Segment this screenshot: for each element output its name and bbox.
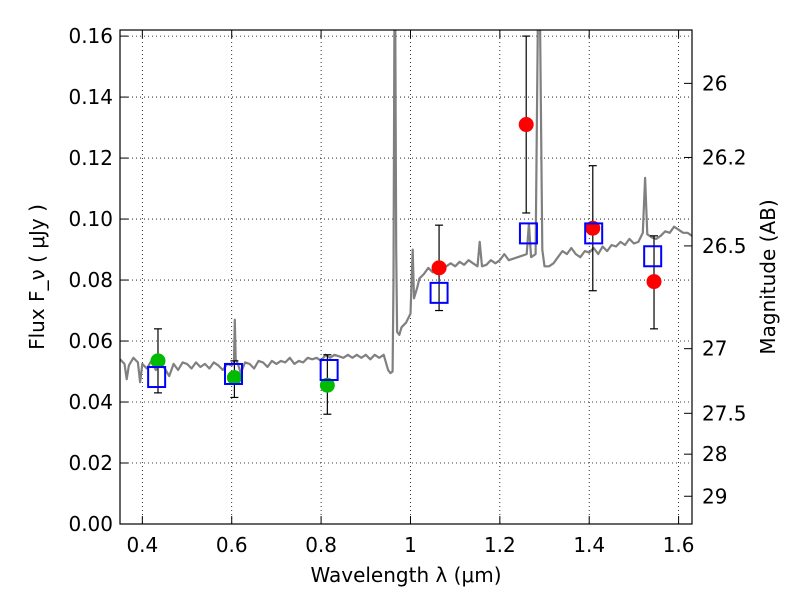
x-tick-label: 1.6 xyxy=(663,533,695,557)
data-point xyxy=(431,260,447,276)
mag-tick-label: 26.5 xyxy=(702,234,747,258)
data-point xyxy=(319,377,335,393)
mag-tick-label: 26.2 xyxy=(702,145,747,169)
model-band-marker xyxy=(147,366,167,389)
y2-axis-label: Magnitude (AB) xyxy=(756,199,780,354)
mag-tick-label: 27.5 xyxy=(702,401,747,425)
plot-frame xyxy=(119,29,693,525)
y-tick-label: 0.10 xyxy=(68,207,113,231)
x-tick-label: 0.4 xyxy=(126,533,158,557)
data-point xyxy=(585,220,601,236)
y-tick-label: 0.12 xyxy=(68,146,113,170)
model-band-marker xyxy=(224,362,244,385)
data-point xyxy=(226,370,242,386)
y-tick-label: 0.16 xyxy=(68,24,113,48)
x-tick-label: 1.4 xyxy=(573,533,605,557)
y-tick-label: 0.14 xyxy=(68,85,113,109)
mag-tick-label: 29 xyxy=(702,484,727,508)
x-tick-label: 1.2 xyxy=(484,533,516,557)
mag-tick-label: 27 xyxy=(702,337,727,361)
model-band-marker xyxy=(643,245,663,268)
model-band-marker xyxy=(319,359,339,382)
y-tick-label: 0.00 xyxy=(68,512,113,536)
x-tick-label: 0.6 xyxy=(216,533,248,557)
y-tick-label: 0.02 xyxy=(68,451,113,475)
plot-background xyxy=(120,30,692,524)
x-axis-label: Wavelength λ (μm) xyxy=(310,563,501,587)
y-tick-label: 0.08 xyxy=(68,268,113,292)
model-band-marker xyxy=(518,222,538,245)
model-spectrum-line xyxy=(120,30,692,384)
data-markers xyxy=(147,117,663,393)
x-tick-label: 1 xyxy=(404,533,417,557)
y-axis-label: Flux F_ν ( μJy ) xyxy=(25,204,49,350)
axis-ticks: 0.4 0.6 0.8 1 1.2 1.4 1.6 0.00 0.02 0.04 0.06 0.08 0… xyxy=(68,24,746,557)
mag-tick-label: 28 xyxy=(702,442,727,466)
data-point xyxy=(150,353,166,369)
y-tick-label: 0.06 xyxy=(68,329,113,353)
x-tick-label: 0.8 xyxy=(305,533,337,557)
model-band-marker xyxy=(429,281,449,304)
data-point xyxy=(518,117,534,133)
model-spectrum xyxy=(120,30,692,384)
data-point xyxy=(646,274,662,290)
mag-tick-label: 26 xyxy=(702,71,727,95)
y-tick-label: 0.04 xyxy=(68,390,113,414)
model-band-marker xyxy=(584,222,604,245)
